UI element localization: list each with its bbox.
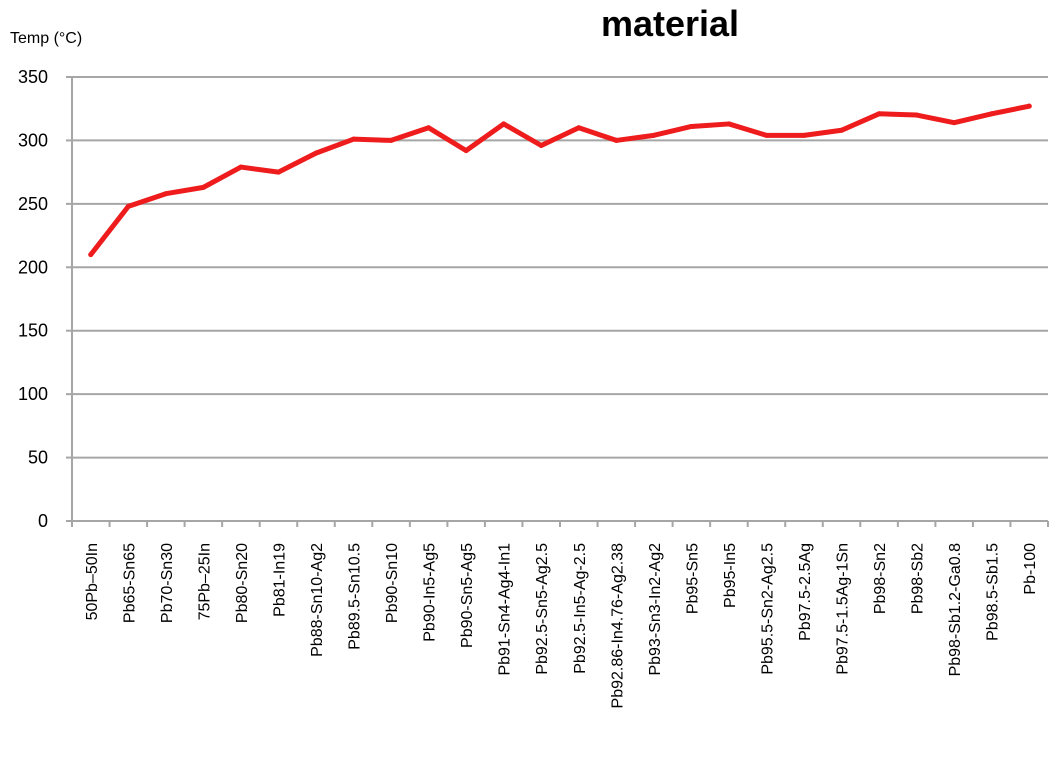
data-point xyxy=(463,148,469,154)
x-tick-label: Pb93-Sn3-In2-Ag2 xyxy=(647,543,664,676)
series-group xyxy=(88,103,1032,258)
x-tick-label: Pb95-Sn5 xyxy=(684,543,701,614)
data-point xyxy=(914,112,920,118)
x-tick-label: Pb89.5-Sn10.5 xyxy=(347,543,364,650)
x-tick-labels: 50Pb–50In Pb65-Sn65 Pb70-Sn30 75Pb–25In Pb80… xyxy=(84,543,1039,709)
data-point xyxy=(388,137,394,143)
x-tick-label: 75Pb–25In xyxy=(196,543,213,620)
data-point xyxy=(613,137,619,143)
y-tick-label: 50 xyxy=(28,448,48,468)
y-tick-labels: 0 50 100 150 200 250 300 350 xyxy=(18,67,48,531)
grid-lines xyxy=(66,76,1048,522)
x-tick-label: 50Pb–50In xyxy=(84,543,101,620)
chart-title: material xyxy=(601,3,739,44)
series-line xyxy=(88,103,1032,258)
x-tick-label: Pb95.5-Sn2-Ag2.5 xyxy=(759,543,776,675)
y-tick-label: 150 xyxy=(18,321,48,341)
data-point xyxy=(88,252,94,258)
y-tick-label: 250 xyxy=(18,194,48,214)
data-point xyxy=(763,132,769,138)
x-axis xyxy=(71,520,1049,527)
x-tick-label: Pb88-Sn10-Ag2 xyxy=(309,543,326,657)
data-point xyxy=(313,150,319,156)
data-point xyxy=(163,191,169,197)
x-tick-label: Pb90-Sn10 xyxy=(384,543,401,623)
x-tick-label: Pb91-Sn4-Ag4-In1 xyxy=(497,543,514,676)
data-point xyxy=(839,127,845,133)
data-point xyxy=(688,123,694,129)
y-axis-label: Temp (°C) xyxy=(10,30,82,47)
y-tick-label: 200 xyxy=(18,257,48,277)
x-tick-label: Pb97.5-2.5Ag xyxy=(797,543,814,641)
x-tick-label: Pb95-In5 xyxy=(722,543,739,608)
data-point xyxy=(538,143,544,149)
data-point xyxy=(1026,103,1032,109)
data-point xyxy=(351,136,357,142)
data-point xyxy=(651,132,657,138)
x-tick-label: Pb98.5-Sb1.5 xyxy=(985,543,1002,641)
x-tick-label: Pb98-Sn2 xyxy=(872,543,889,614)
data-point xyxy=(989,111,995,117)
x-tick-label: Pb-100 xyxy=(1022,543,1039,595)
y-tick-label: 0 xyxy=(38,511,48,531)
x-tick-label: Pb90-Sn5-Ag5 xyxy=(459,543,476,648)
data-point xyxy=(501,121,507,127)
x-tick-label: Pb80-Sn20 xyxy=(234,543,251,623)
x-tick-label: Pb81-In19 xyxy=(271,543,288,617)
x-tick-label: Pb70-Sn30 xyxy=(159,543,176,623)
x-tick-label: Pb90-In5-Ag5 xyxy=(422,543,439,642)
data-point xyxy=(200,184,206,190)
x-tick-label: Pb92.86-In4.76-Ag2.38 xyxy=(609,543,626,709)
data-point xyxy=(876,111,882,117)
data-point xyxy=(426,125,432,131)
data-point xyxy=(125,203,131,209)
y-tick-label: 350 xyxy=(18,67,48,87)
x-tick-label: Pb98-Sb1.2-Ga0.8 xyxy=(947,543,964,677)
data-point xyxy=(275,169,281,175)
x-tick-label: Pb97.5-1.5Ag-1Sn xyxy=(835,543,852,675)
data-point xyxy=(726,121,732,127)
x-tick-label: Pb92.5-Sn5-Ag2.5 xyxy=(534,543,551,675)
x-tick-label: Pb98-Sb2 xyxy=(910,543,927,614)
data-point xyxy=(576,125,582,131)
y-tick-label: 300 xyxy=(18,130,48,150)
data-point xyxy=(951,120,957,126)
x-tick-label: Pb65-Sn65 xyxy=(121,543,138,623)
data-point xyxy=(801,132,807,138)
y-tick-label: 100 xyxy=(18,384,48,404)
x-tick-label: Pb92.5-In5-Ag-2.5 xyxy=(572,543,589,674)
data-point xyxy=(238,164,244,170)
